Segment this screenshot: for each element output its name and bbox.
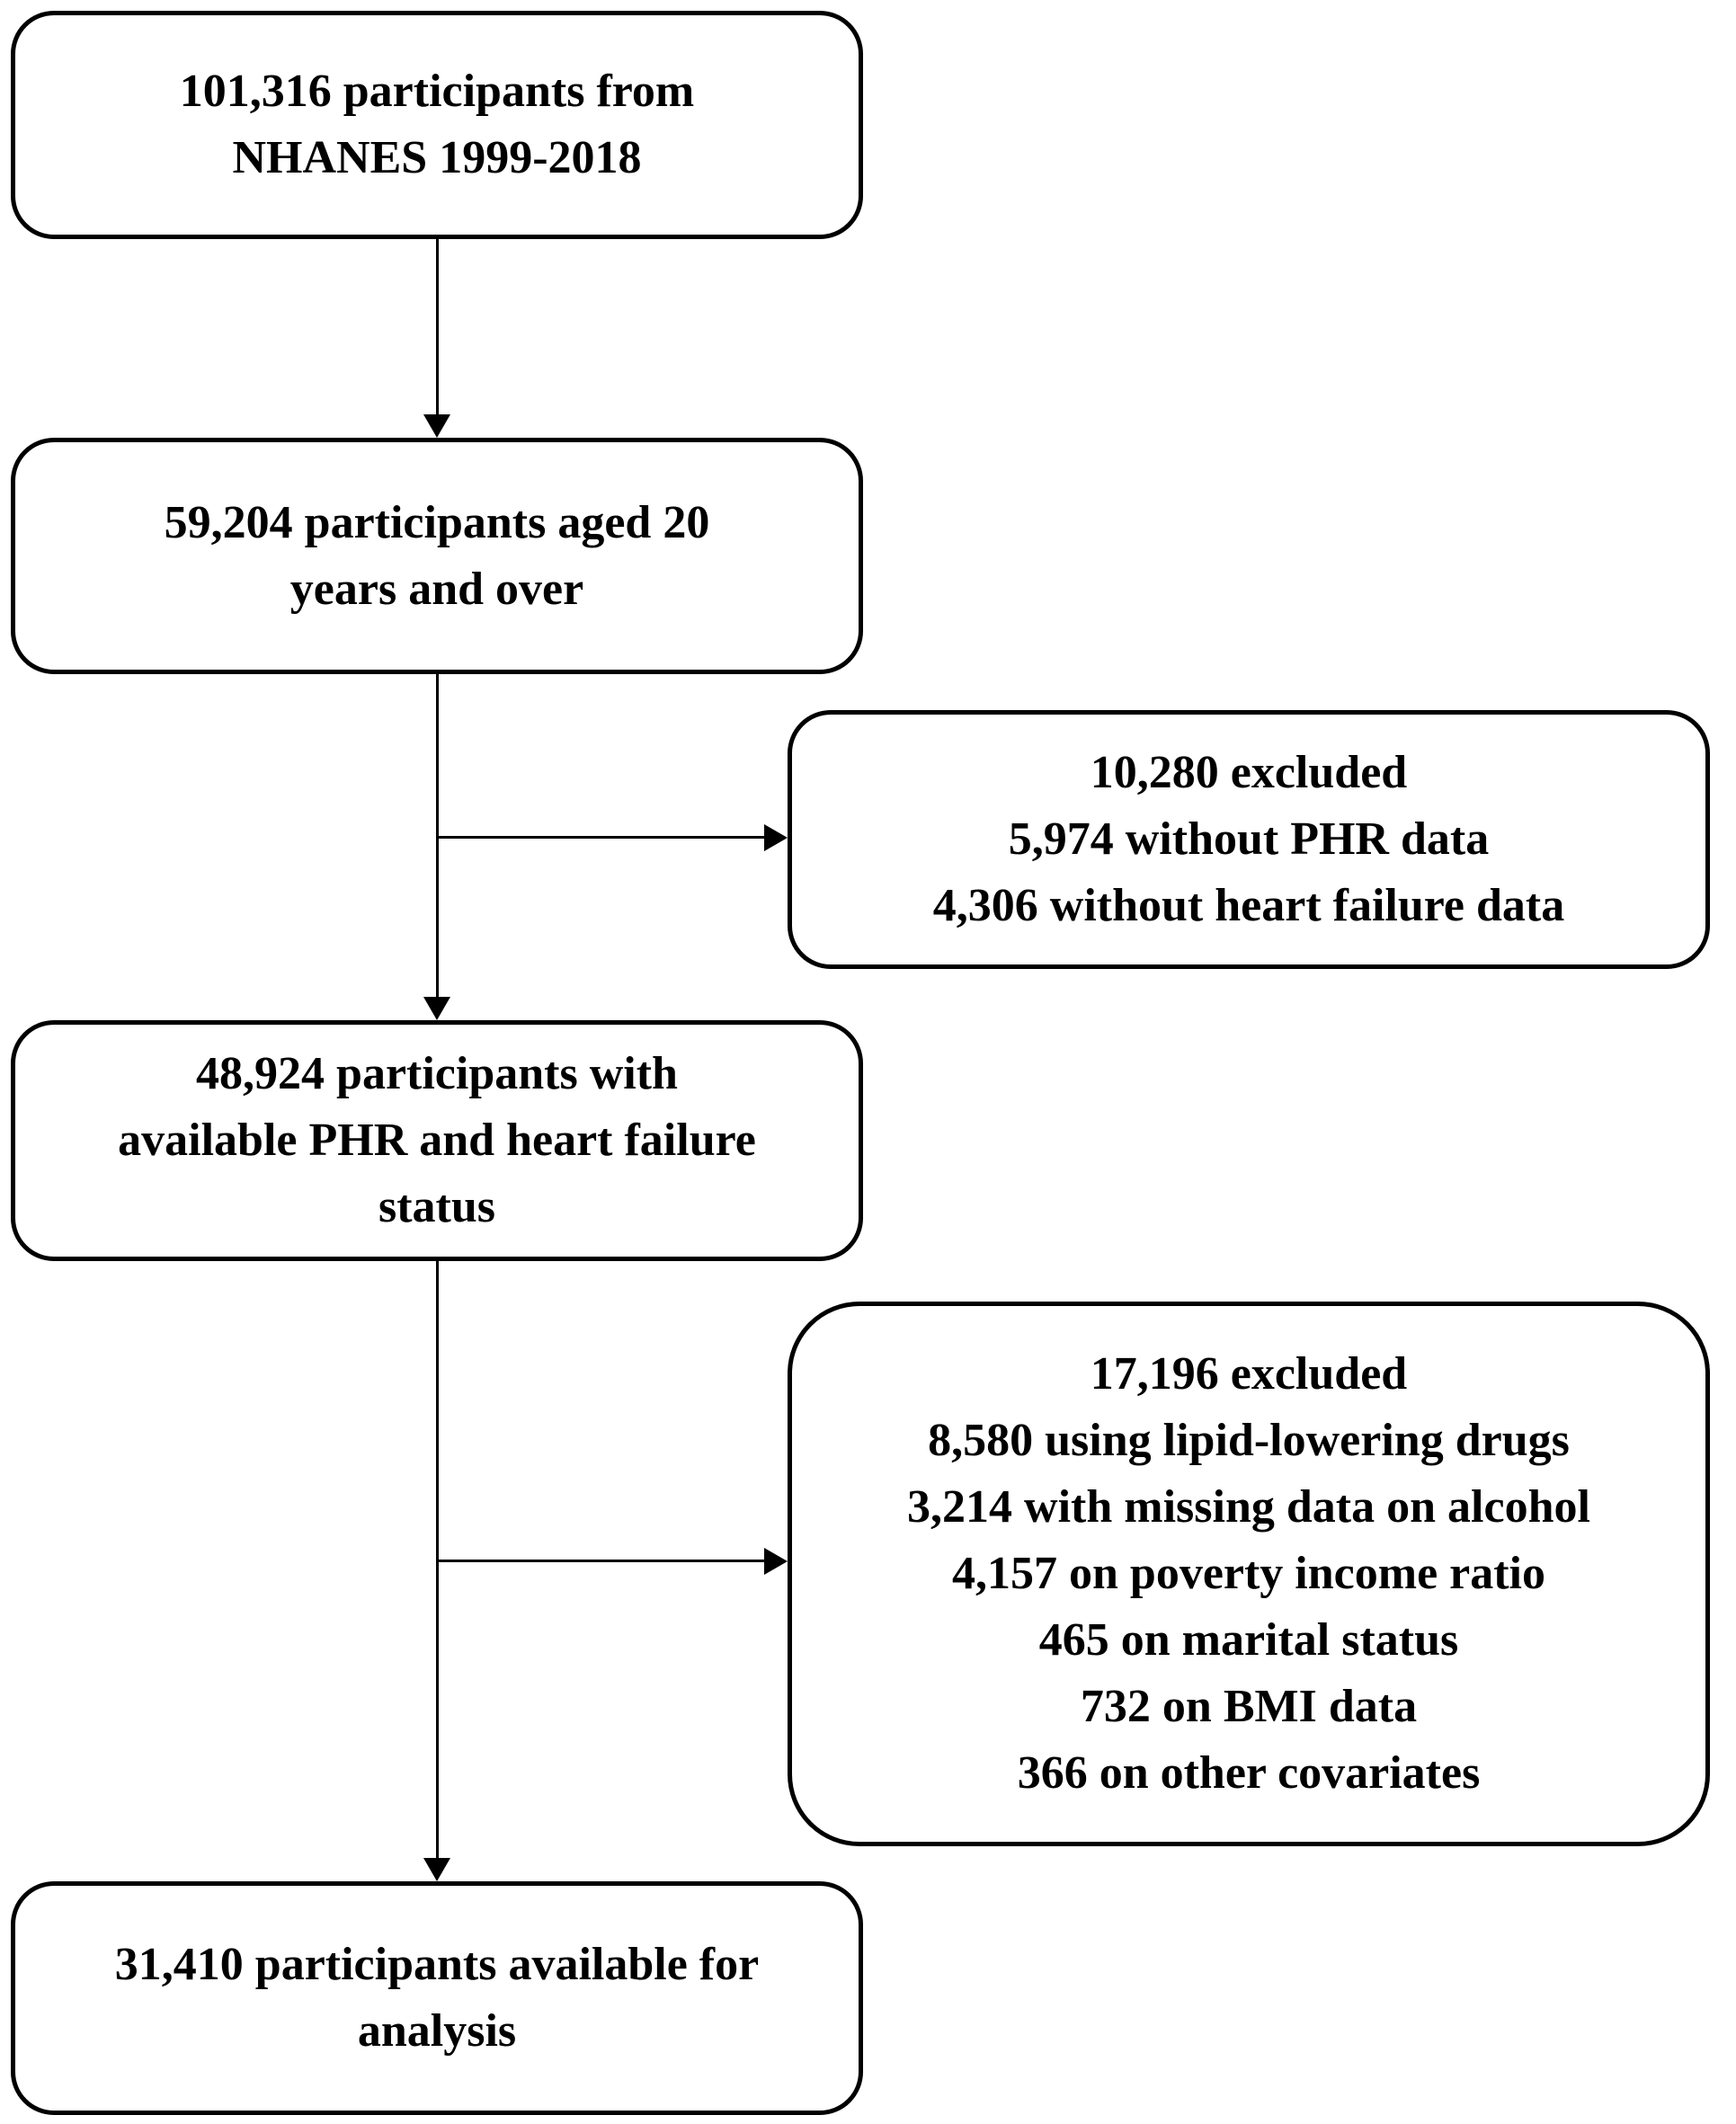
box-line: 4,306 without heart failure data <box>932 880 1565 931</box>
box-line: 5,974 without PHR data <box>1008 813 1490 865</box>
arrowhead-right-icon <box>764 1548 788 1575</box>
box-line: 101,316 participants from <box>179 66 695 117</box>
box-line: 10,280 excluded <box>1090 747 1408 798</box>
box-line: 17,196 excluded <box>1090 1348 1408 1400</box>
box-line: available PHR and heart failure <box>118 1115 756 1166</box>
box-nhanes-total: 101,316 participants from NHANES 1999-20… <box>11 11 863 239</box>
box-phr-hf-available: 48,924 participants with available PHR a… <box>11 1020 863 1261</box>
box-line: 366 on other covariates <box>1017 1747 1481 1799</box>
box-line: 31,410 participants available for <box>114 1939 760 1990</box>
box-line: status <box>378 1181 496 1232</box>
box-line: 732 on BMI data <box>1080 1681 1418 1732</box>
box-final-analysis: 31,410 participants available for analys… <box>11 1881 863 2115</box>
connector-box1-to-box2 <box>436 239 439 415</box>
box-line: 48,924 participants with <box>196 1048 678 1099</box>
arrowhead-down-icon <box>423 414 450 438</box>
box-line: 465 on marital status <box>1038 1614 1459 1666</box>
box-line: years and over <box>289 563 584 615</box>
arrowhead-down-icon <box>423 1858 450 1881</box>
box-line: 3,214 with missing data on alcohol <box>907 1481 1590 1533</box>
connector-branch-to-exclusion2 <box>437 1560 766 1562</box>
box-line: NHANES 1999-2018 <box>232 132 642 183</box>
box-line: 59,204 participants aged 20 <box>164 496 710 548</box>
arrowhead-right-icon <box>764 824 788 851</box>
box-line: 8,580 using lipid-lowering drugs <box>928 1415 1570 1466</box>
box-excluded-covariates: 17,196 excluded 8,580 using lipid-loweri… <box>788 1302 1710 1846</box>
box-excluded-phr-hf: 10,280 excluded 5,974 without PHR data 4… <box>788 710 1710 969</box>
box-line: analysis <box>357 2005 517 2057</box>
box-line: 4,157 on poverty income ratio <box>951 1548 1545 1599</box>
connector-branch-to-exclusion1 <box>437 836 766 839</box>
box-aged-20-and-over: 59,204 participants aged 20 years and ov… <box>11 438 863 674</box>
arrowhead-down-icon <box>423 997 450 1020</box>
